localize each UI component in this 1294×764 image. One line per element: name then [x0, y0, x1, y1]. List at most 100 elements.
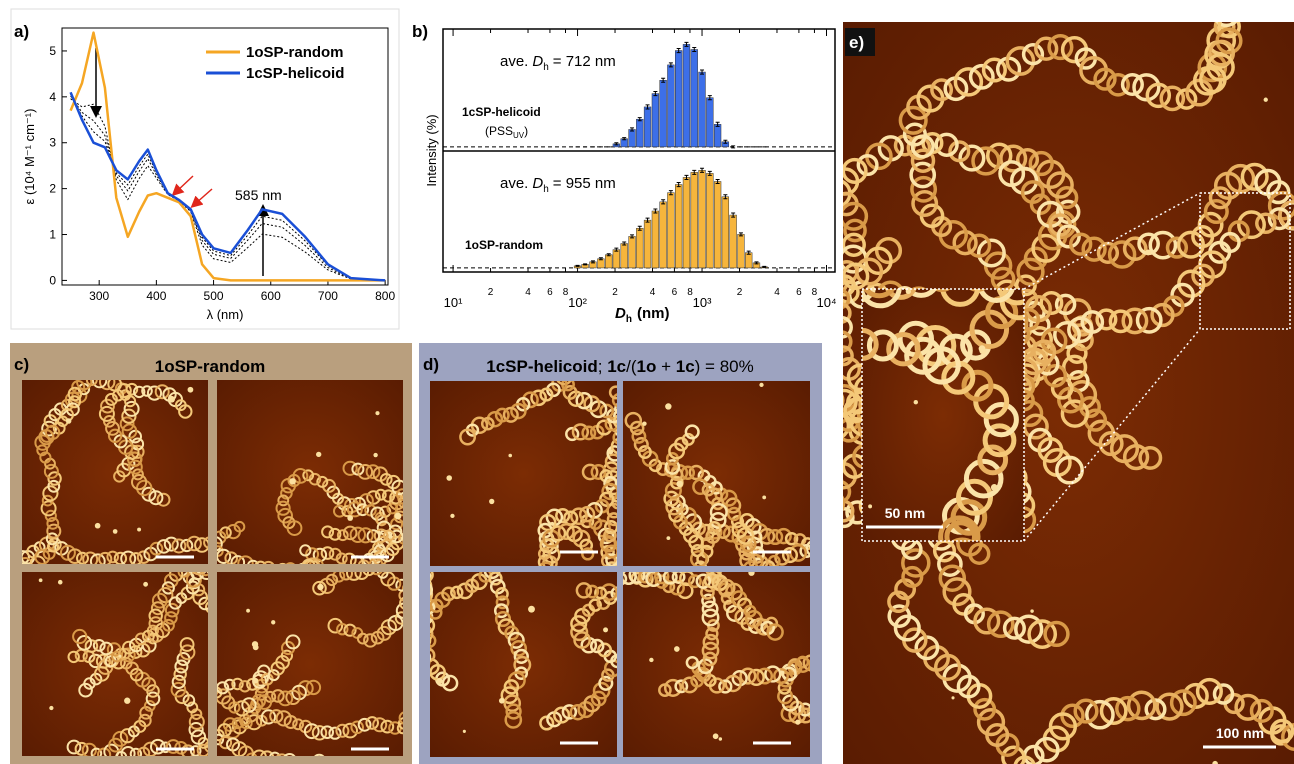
afm-particle — [463, 730, 466, 733]
panel-title: 1oSP-random — [155, 357, 266, 376]
afm-image — [615, 561, 819, 758]
afm-particle — [137, 528, 141, 532]
afm-particle — [666, 536, 670, 540]
afm-particle — [246, 609, 250, 613]
x-tick-label: 2 — [488, 287, 494, 298]
average-label: ave.Dh= 712 nm — [500, 53, 616, 73]
afm-particle — [914, 400, 918, 404]
afm-image — [22, 559, 220, 762]
x-tick-label: 10¹ — [444, 295, 463, 310]
afm-background — [430, 572, 617, 757]
afm-particle — [795, 720, 800, 725]
afm-particle — [347, 515, 353, 521]
afm-particle — [649, 658, 653, 662]
afm-particle — [676, 481, 682, 487]
afm-particle — [437, 678, 443, 684]
panel-label: d) — [423, 355, 439, 374]
bar — [660, 80, 667, 147]
average-label-part: = 712 nm — [553, 53, 616, 70]
bar — [745, 253, 752, 268]
panel-title-part: 1o — [637, 357, 657, 376]
bar — [605, 255, 612, 268]
afm-background — [623, 572, 810, 757]
afm-image — [413, 564, 623, 758]
x-tick-label: 4 — [525, 287, 531, 298]
y-tick-label: 0 — [49, 273, 56, 287]
y-tick-label: 5 — [49, 44, 56, 58]
bar — [629, 236, 636, 268]
x-tick-label: 4 — [650, 287, 656, 298]
x-tick-label: 6 — [547, 287, 553, 298]
afm-particle — [1030, 609, 1033, 612]
bar — [675, 185, 682, 268]
series-note-part: (PSS — [485, 124, 513, 138]
afm-particle — [317, 584, 323, 590]
page: {"chart_data": [ {"type": "line", "label… — [0, 0, 1294, 764]
afm-particle — [642, 421, 646, 425]
red-arrow — [176, 176, 193, 192]
bar — [613, 250, 620, 268]
afm-particle — [253, 644, 259, 650]
afm-particle — [489, 499, 494, 504]
bar — [714, 182, 721, 268]
afm-particle — [66, 418, 71, 423]
average-label-part: ave. — [500, 53, 528, 70]
afm-particle — [49, 706, 53, 710]
panel-title-part: ) = 80% — [695, 357, 754, 376]
bar — [644, 107, 651, 147]
bar — [667, 193, 674, 268]
panel-label: a) — [14, 22, 29, 41]
afm-image — [623, 381, 822, 575]
afm-particle — [289, 478, 296, 485]
red-arrow — [195, 189, 212, 204]
afm-particle — [375, 411, 379, 415]
x-tick-label: 600 — [261, 289, 281, 303]
afm-particle — [143, 582, 148, 587]
bar — [652, 94, 659, 147]
afm-particle — [762, 495, 766, 499]
afm-particle — [979, 345, 986, 352]
bar — [738, 234, 745, 268]
panel-label: c) — [14, 355, 29, 374]
panel-title-part: + — [656, 357, 675, 376]
legend-label: 1cSP-helicoid — [246, 65, 344, 82]
bar — [667, 65, 674, 147]
afm-particle — [713, 733, 719, 739]
y-axis-label: Intensity (%) — [424, 114, 439, 186]
afm-particle — [446, 475, 452, 481]
afm-particle — [113, 529, 118, 534]
bar — [699, 72, 706, 147]
afm-particle — [759, 383, 763, 387]
scale-bar-label: 100 nm — [1216, 725, 1264, 741]
legend-label: 1oSP-random — [246, 44, 344, 61]
x-tick-label: 6 — [672, 287, 678, 298]
average-label-part: ave. — [500, 175, 528, 192]
x-tick-label: 300 — [89, 289, 109, 303]
bar — [722, 197, 729, 268]
afm-particle — [499, 698, 505, 704]
x-tick-label: 800 — [375, 289, 395, 303]
bar — [644, 220, 651, 268]
afm-particle — [674, 646, 680, 652]
bar — [683, 177, 690, 267]
bar — [730, 215, 737, 268]
bar — [706, 98, 713, 147]
afm-particle — [528, 606, 535, 613]
bar — [621, 244, 628, 268]
afm-particle — [271, 620, 275, 624]
bar — [636, 119, 643, 147]
panel-title-part: /( — [626, 357, 637, 376]
afm-image — [17, 374, 215, 577]
afm-particle — [124, 698, 130, 704]
x-axis-label: Dh(nm) — [615, 305, 669, 325]
afm-particle — [951, 696, 954, 699]
y-tick-label: 2 — [49, 182, 56, 196]
afm-particle — [665, 403, 671, 409]
x-tick-label: 700 — [318, 289, 338, 303]
panel-title-part: 1cSP-helicoid — [486, 357, 597, 376]
afm-image — [208, 380, 410, 580]
afm-feature — [1214, 0, 1240, 25]
x-tick-label: 500 — [204, 289, 224, 303]
x-tick-label: 2 — [612, 287, 618, 298]
afm-particle — [719, 737, 722, 740]
